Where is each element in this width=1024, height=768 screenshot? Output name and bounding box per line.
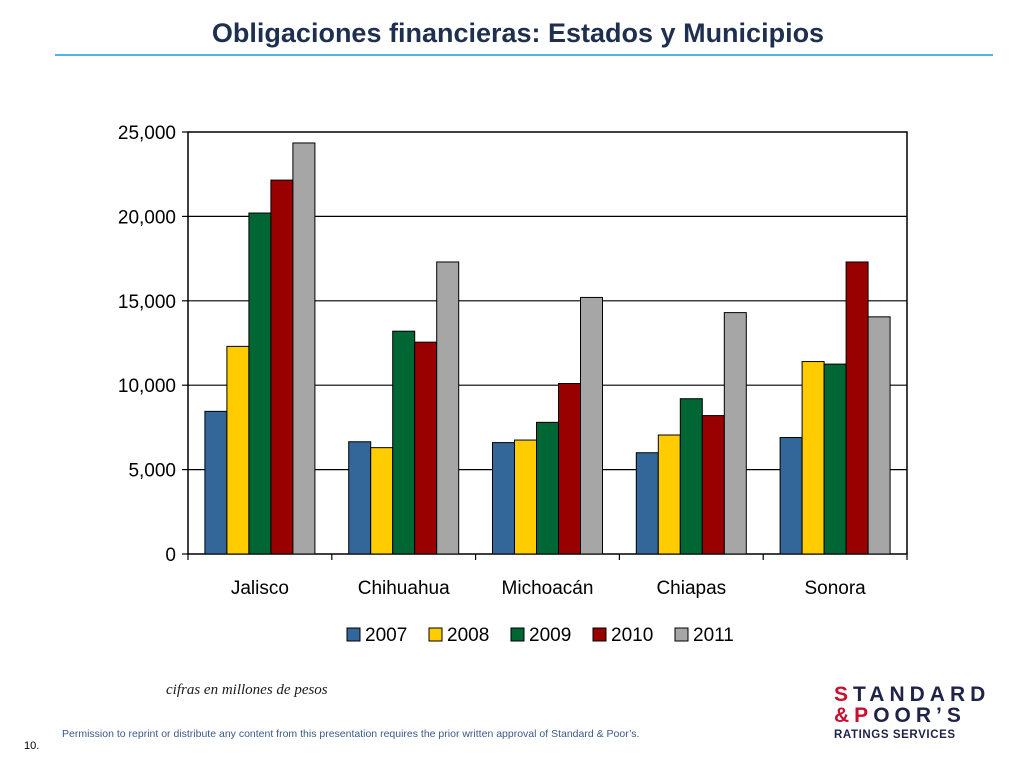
x-tick-label: Jalisco: [231, 578, 289, 599]
legend-label-2010: 2010: [611, 625, 653, 646]
permission-notice: Permission to reprint or distribute any …: [62, 728, 640, 740]
bar-2008-2: [514, 439, 537, 555]
page-number: 10.: [24, 740, 40, 752]
bar-2011-2: [580, 296, 603, 555]
units-note: cifras en millones de pesos: [166, 682, 328, 698]
bar-2010-1: [414, 341, 438, 555]
legend-swatch-2008: [428, 627, 443, 642]
bar-2011-1: [436, 261, 460, 555]
bar-2007-0: [204, 410, 228, 555]
bar-2009-3: [679, 398, 703, 555]
bar-2007-1: [348, 441, 372, 555]
bar-2007-2: [492, 442, 515, 555]
legend-label-2011: 2011: [693, 625, 734, 646]
bar-2009-1: [392, 330, 416, 555]
bar-2008-1: [370, 447, 394, 555]
bar-2008-3: [657, 434, 681, 555]
title-rule: [55, 54, 993, 56]
legend-swatch-2007: [346, 627, 361, 642]
x-tick-label: Chiapas: [656, 578, 726, 599]
y-tick-label: 25,000: [118, 123, 176, 144]
logo-line-1: STANDARD: [834, 683, 991, 706]
y-tick-label: 10,000: [118, 376, 176, 397]
y-tick-label: 20,000: [118, 207, 176, 228]
y-tick-label: 5,000: [128, 461, 176, 482]
legend-swatch-2010: [592, 627, 607, 642]
y-tick-label: 15,000: [118, 292, 176, 313]
slide-title: Obligaciones financieras: Estados y Muni…: [211, 18, 825, 48]
legend-swatch-2011: [674, 627, 689, 642]
bar-2008-0: [226, 345, 250, 555]
bar-2008-4: [801, 361, 825, 555]
bar-2010-0: [270, 179, 294, 555]
bar-2007-3: [635, 452, 659, 555]
bar-2011-4: [867, 316, 891, 555]
standard-and-poors-logo: STANDARD &POOR’S RATINGS SERVICES: [834, 684, 1000, 741]
bar-2010-3: [701, 415, 725, 555]
bar-2010-2: [558, 383, 581, 555]
bar-chart: 0 5,000 10,000 15,000 20,000 25,000 Jalisco Chi…: [118, 123, 908, 646]
logo-tagline: RATINGS SERVICES: [834, 729, 956, 741]
x-tick-label: Chihuahua: [358, 578, 450, 599]
legend-label-2009: 2009: [529, 625, 571, 646]
legend-label-2008: 2008: [447, 625, 489, 646]
bar-2007-4: [779, 437, 803, 555]
x-tick-label: Sonora: [804, 578, 866, 599]
logo-line-2: &POOR’S: [834, 704, 966, 727]
bar-2010-4: [845, 261, 869, 555]
x-tick-label: Michoacán: [502, 578, 594, 599]
bar-2011-3: [723, 312, 747, 555]
legend-label-2007: 2007: [365, 625, 407, 646]
bar-2011-0: [292, 142, 316, 555]
legend-swatch-2009: [510, 627, 525, 642]
bar-2009-4: [823, 363, 847, 555]
bar-2009-2: [536, 421, 559, 555]
y-tick-label: 0: [165, 545, 176, 566]
bar-2009-0: [248, 212, 272, 555]
